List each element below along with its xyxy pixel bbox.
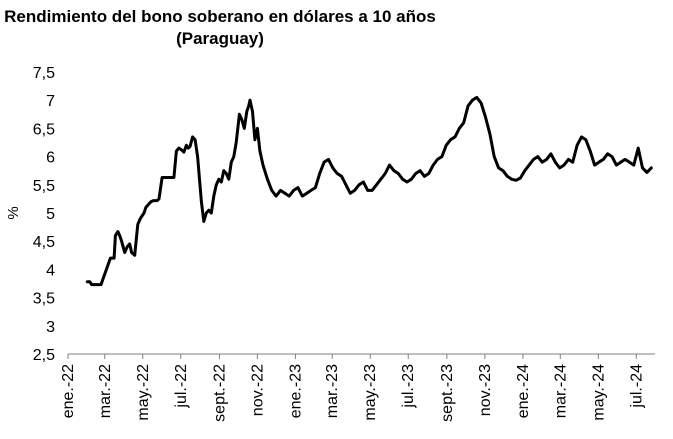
x-tick-label: ene.-24 — [515, 364, 532, 418]
x-tick-label: may.-24 — [590, 364, 607, 421]
x-tick-label: nov.-23 — [477, 364, 494, 416]
x-tick-label: may.-23 — [362, 364, 379, 421]
y-axis-title-group: % — [5, 206, 22, 219]
x-tick-label: nov.-22 — [249, 364, 266, 416]
y-tick-label: 5 — [46, 206, 55, 223]
x-tick-label: sept.-22 — [211, 364, 228, 422]
y-tick-label: 6,5 — [33, 121, 55, 138]
y-axis-ticks: 2,5 3 3,5 4 4,5 5 5,5 6 6,5 7 7,5 — [33, 65, 55, 364]
y-tick-label: 5,5 — [33, 178, 55, 195]
x-tick-label: mar.-23 — [324, 364, 341, 418]
y-tick-label: 6 — [46, 150, 55, 167]
x-tick-label: mar.-24 — [552, 364, 569, 418]
y-tick-label: 4 — [46, 262, 55, 279]
x-tick-label: jul.-24 — [628, 364, 645, 409]
y-tick-label: 7 — [46, 93, 55, 110]
series-group — [85, 95, 653, 287]
x-tick-label: may.-22 — [135, 364, 152, 421]
series-line — [85, 95, 653, 287]
x-tick-label: mar.-22 — [97, 364, 114, 418]
y-tick-label: 4,5 — [33, 234, 55, 251]
x-tick-label: ene.-23 — [287, 364, 304, 418]
x-tick-label: jul.-22 — [173, 364, 190, 409]
y-tick-label: 7,5 — [33, 65, 55, 82]
chart-title-main: Rendimiento del bono soberano en dólares… — [4, 7, 436, 26]
y-tick-label: 3,5 — [33, 291, 55, 308]
x-tick-label: ene.-22 — [60, 364, 77, 418]
x-tick-label: jul.-23 — [400, 364, 417, 409]
y-axis-title: % — [5, 206, 22, 219]
y-tick-label: 3 — [46, 319, 55, 336]
y-tick-label: 2,5 — [33, 347, 55, 364]
x-tick-label: sept.-23 — [439, 364, 456, 422]
x-axis-ticks: ene.-22 mar.-22 may.-22 jul.-22 sept.-22 nov.… — [60, 354, 645, 422]
chart-subtitle: (Paraguay) — [176, 29, 264, 48]
chart-title: Rendimiento del bono soberano en dólares… — [0, 6, 440, 50]
